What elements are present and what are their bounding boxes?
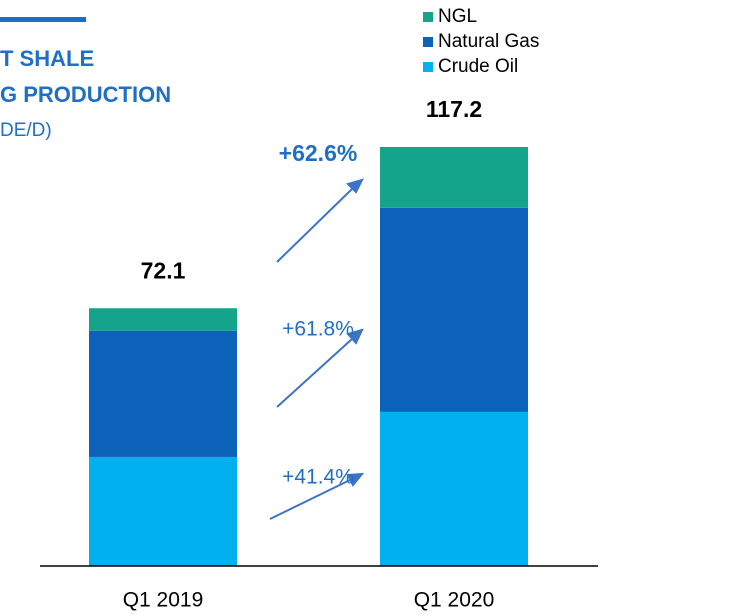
legend-label: Natural Gas bbox=[438, 31, 539, 52]
bar-segment bbox=[89, 330, 237, 457]
chart-subtitle: DE/D) bbox=[0, 120, 52, 141]
x-tick-label: Q1 2020 bbox=[414, 589, 495, 612]
annotation: +41.4% bbox=[282, 466, 354, 489]
chart-title: T SHALE bbox=[0, 46, 94, 71]
chart-title: G PRODUCTION bbox=[0, 82, 171, 107]
bar-segment bbox=[89, 456, 237, 566]
x-tick-label: Q1 2019 bbox=[123, 589, 204, 612]
legend-swatch bbox=[423, 62, 433, 72]
legend-label: Crude Oil bbox=[438, 56, 518, 77]
arrows bbox=[269, 178, 365, 520]
total-label: 72.1 bbox=[141, 257, 186, 283]
bar-segment bbox=[380, 411, 528, 566]
annotation: +61.8% bbox=[282, 318, 354, 341]
bar-segment bbox=[89, 308, 237, 331]
total-label: 117.2 bbox=[426, 96, 482, 122]
title-accent bbox=[0, 17, 86, 22]
bar-segment bbox=[380, 147, 528, 208]
legend-swatch bbox=[423, 12, 433, 22]
legend-swatch bbox=[423, 37, 433, 47]
annotation: +62.6% bbox=[279, 140, 358, 166]
legend-label: NGL bbox=[438, 6, 477, 27]
bar-segment bbox=[380, 207, 528, 412]
